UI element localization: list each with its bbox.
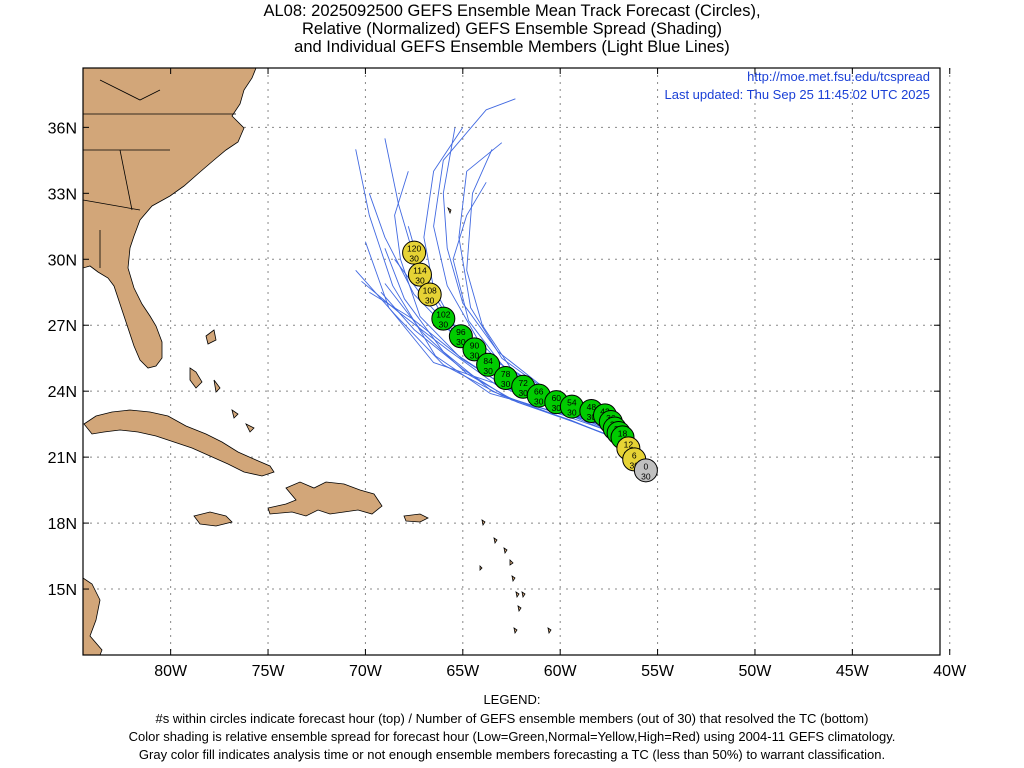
land-border-lines <box>83 79 236 268</box>
member-count-label: 30 <box>518 388 528 398</box>
lon-tick-label: 55W <box>641 663 675 680</box>
lon-tick-label: 75W <box>252 663 286 680</box>
forecast-hour-label: 6 <box>632 450 637 460</box>
lat-tick-label: 36N <box>48 120 77 137</box>
land-bahamas <box>189 329 255 433</box>
forecast-hour-label: 90 <box>470 340 480 350</box>
member-count-label: 30 <box>409 254 419 264</box>
member-count-label: 30 <box>567 408 577 418</box>
track-circle-fill <box>407 262 432 287</box>
track-circle-fill <box>402 240 427 265</box>
land-puerto-rico <box>403 513 429 523</box>
title-line-1: AL08: 2025092500 GEFS Ensemble Mean Trac… <box>263 2 761 20</box>
forecast-hour-label: 0 <box>644 461 649 471</box>
info-updated: Last updated: Thu Sep 25 11:45:02 UTC 20… <box>665 87 931 102</box>
lat-tick-label: 18N <box>48 516 77 533</box>
legend-line-1: #s within circles indicate forecast hour… <box>155 711 869 726</box>
forecast-hour-label: 12 <box>624 439 634 449</box>
member-count-label: 30 <box>439 320 449 330</box>
forecast-hour-label: 60 <box>552 393 562 403</box>
member-count-label: 30 <box>501 379 511 389</box>
lon-tick-label: 65W <box>446 663 480 680</box>
track-circle-fill <box>633 458 658 483</box>
forecast-hour-label: 96 <box>456 327 466 337</box>
member-count-label: 30 <box>470 350 480 360</box>
ocean-area <box>83 68 940 655</box>
info-url[interactable]: http://moe.met.fsu.edu/tcspread <box>747 69 930 84</box>
lon-tick-label: 70W <box>349 663 383 680</box>
forecast-hour-label: 114 <box>413 266 427 276</box>
forecast-hour-label: 84 <box>483 356 493 366</box>
land-south-america <box>83 577 103 655</box>
member-count-label: 30 <box>415 276 425 286</box>
lat-tick-label: 33N <box>48 186 77 203</box>
lon-tick-label: 80W <box>154 663 188 680</box>
member-count-label: 30 <box>587 412 597 422</box>
lon-tick-label: 45W <box>836 663 870 680</box>
forecast-hour-label: 120 <box>407 244 421 254</box>
land-hispaniola <box>267 481 383 517</box>
member-count-label: 30 <box>552 403 562 413</box>
forecast-hour-label: 54 <box>567 398 577 408</box>
forecast-hour-label: 72 <box>518 378 528 388</box>
track-circle-fill <box>417 282 442 307</box>
lon-tick-label: 50W <box>739 663 773 680</box>
member-count-label: 30 <box>425 295 435 305</box>
forecast-hour-label: 102 <box>436 310 450 320</box>
lon-tick-label: 60W <box>544 663 578 680</box>
track-circle-fill <box>476 352 501 377</box>
forecast-hour-label: 66 <box>534 387 544 397</box>
track-circle: 030 <box>633 458 658 483</box>
legend-line-2: Color shading is relative ensemble sprea… <box>128 729 896 744</box>
grid-lines <box>83 68 951 655</box>
member-count-label: 30 <box>456 337 466 347</box>
map-axes: 36N 33N 30N 27N 24N 21N 18N 15N 80W 75W 70W 65W 60W 5… <box>48 68 967 680</box>
land-us-east-coast <box>83 68 257 369</box>
land-cuba <box>83 409 275 477</box>
lat-tick-label: 15N <box>48 582 77 599</box>
forecast-hour-label: 108 <box>423 285 437 295</box>
land-bermuda <box>447 206 452 215</box>
lat-tick-label: 21N <box>48 450 77 467</box>
forecast-hour-label: 18 <box>618 428 628 438</box>
member-count-label: 30 <box>641 471 651 481</box>
lat-tick-label: 30N <box>48 252 77 269</box>
land-jamaica <box>193 511 233 527</box>
forecast-hour-label: 48 <box>587 402 597 412</box>
track-circle-fill <box>431 306 456 331</box>
title-line-2: Relative (Normalized) GEFS Ensemble Spre… <box>301 20 722 38</box>
legend-line-3: Gray color fill indicates analysis time … <box>138 747 886 762</box>
member-count-label: 30 <box>483 366 493 376</box>
land-lesser-antilles <box>479 519 552 635</box>
title-line-3: and Individual GEFS Ensemble Members (Li… <box>294 38 730 56</box>
lon-tick-label: 40W <box>933 663 967 680</box>
lat-tick-label: 27N <box>48 318 77 335</box>
forecast-hour-label: 78 <box>501 369 511 379</box>
legend-heading: LEGEND: <box>483 692 541 707</box>
member-count-label: 30 <box>534 397 544 407</box>
land-masses <box>83 68 552 655</box>
lat-tick-label: 24N <box>48 384 77 401</box>
map-frame <box>82 67 941 656</box>
track-circle-fill <box>462 337 487 362</box>
member-count-label: 30 <box>629 460 639 470</box>
forecast-hour-label: 42 <box>600 406 610 416</box>
